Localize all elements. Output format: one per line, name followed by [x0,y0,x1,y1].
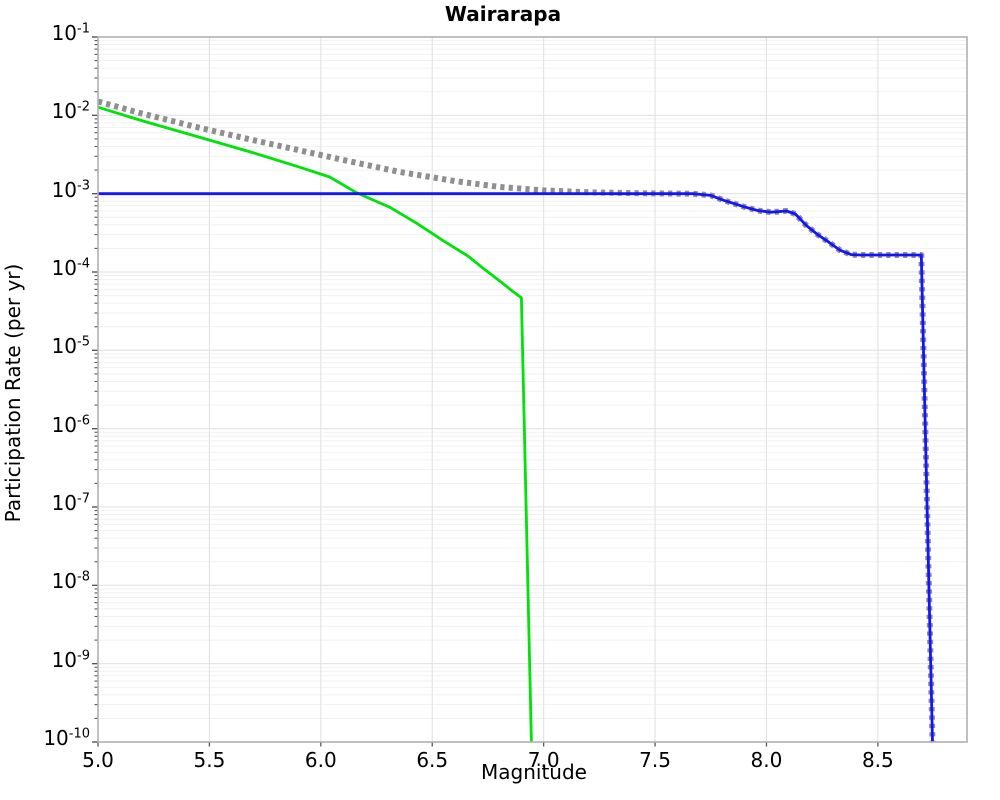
chart-title: Wairarapa [444,2,562,26]
y-tick-label: 10-10 [43,726,90,750]
x-tick-label: 6.0 [304,748,337,772]
y-tick-label: 10-1 [51,21,90,45]
x-tick-label: 5.5 [193,748,226,772]
y-axis-label: Participation Rate (per yr) [1,263,25,523]
y-tick-label: 10-4 [51,256,90,280]
x-tick-label: 5.0 [82,748,114,772]
plot-spines [97,36,968,743]
x-tick-label: 7.5 [639,748,671,772]
y-tick-label: 10-2 [51,99,90,124]
blue-curve [98,192,934,743]
y-tick-label: 10-8 [51,569,90,594]
y-tick-label: 10-7 [51,491,90,515]
y-tick-label: 10-6 [51,412,90,437]
green-curve [97,105,533,743]
y-tick-label: 10-3 [51,177,90,202]
x-tick-label: 6.5 [416,748,449,772]
x-tick-label: 8.0 [750,748,783,772]
x-axis-label: Magnitude [481,760,587,784]
x-tick-label: 8.5 [861,748,894,772]
y-tick-label: 10-5 [51,334,90,359]
dotted-gray-curve [97,98,936,743]
y-tick-label: 10-9 [51,647,90,672]
x-tick-label: 7.0 [527,748,560,772]
